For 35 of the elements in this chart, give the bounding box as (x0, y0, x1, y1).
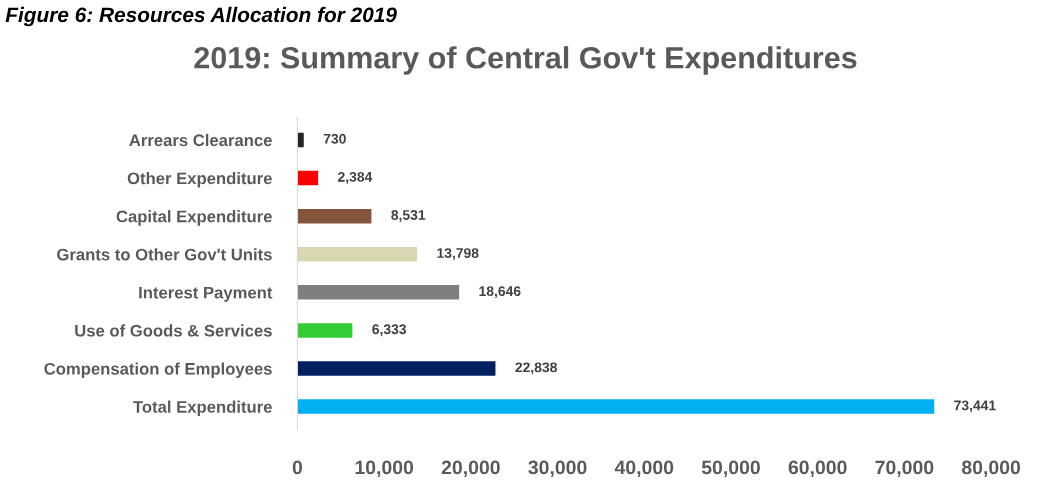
data-label: 8,531 (391, 210, 426, 222)
bar (297, 361, 496, 376)
bar (297, 132, 304, 148)
x-tick-label: 30,000 (528, 460, 587, 478)
data-label: 6,333 (372, 324, 407, 337)
bar (297, 323, 353, 338)
x-tick-label: 80,000 (961, 460, 1021, 478)
y-tick-label: Total Expenditure (133, 400, 272, 417)
y-tick-label: Arrears Clearance (129, 133, 272, 147)
y-tick-label: Interest Payment (139, 286, 273, 302)
data-label: 73,441 (954, 400, 996, 413)
bar (297, 170, 319, 186)
x-tick-label: 0 (292, 460, 303, 475)
x-tick-label: 20,000 (441, 460, 500, 478)
x-tick-label: 40,000 (614, 460, 674, 478)
chart-title: 2019: Summary of Central Gov't Expenditures (194, 46, 857, 75)
bar (297, 247, 418, 262)
data-label: 13,798 (437, 248, 479, 260)
x-tick-label: 60,000 (788, 460, 847, 478)
x-tick-label: 10,000 (355, 460, 414, 478)
data-label: 18,646 (479, 286, 521, 299)
x-tick-label: 50,000 (701, 460, 760, 478)
y-tick-label: Compensation of Employees (44, 362, 272, 378)
data-label: 730 (323, 133, 346, 144)
bar (297, 285, 460, 300)
data-label: 22,838 (515, 362, 557, 375)
y-tick-label: Capital Expenditure (116, 210, 272, 226)
x-tick-label: 70,000 (875, 460, 934, 478)
y-tick-label: Use of Goods & Services (75, 324, 272, 337)
y-tick-label: Other Expenditure (127, 172, 272, 188)
y-tick-label: Grants to Other Gov't Units (57, 248, 272, 261)
bar (297, 208, 372, 224)
data-label: 2,384 (338, 171, 373, 184)
bar (297, 399, 935, 414)
caption: Figure 6: Resources Allocation for 2019 (5, 6, 397, 27)
